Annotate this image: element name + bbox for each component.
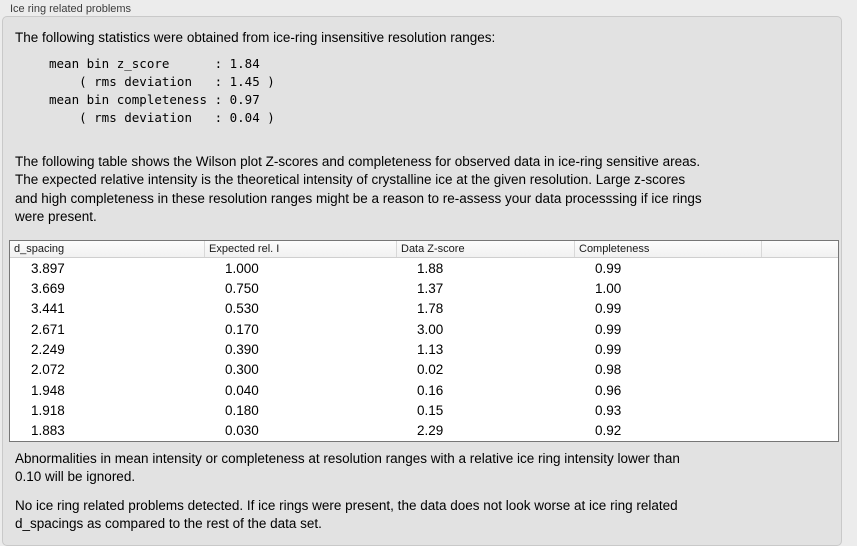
cell-data-z-score: 1.37: [417, 280, 444, 296]
description-text: The following table shows the Wilson plo…: [15, 154, 702, 224]
cell-data-z-score: 2.29: [417, 423, 444, 439]
cell-d-spacing: 1.948: [31, 382, 65, 398]
cell-completeness: 0.99: [595, 301, 622, 317]
cell-d-spacing: 2.671: [31, 321, 65, 337]
table-row[interactable]: 3.897 1.000 1.88 0.99: [10, 258, 838, 278]
cell-completeness: 0.92: [595, 423, 622, 439]
cell-completeness: 0.93: [595, 402, 622, 418]
table-header-row: d_spacing Expected rel. I Data Z-score C…: [10, 241, 838, 258]
cell-expected-rel-i: 0.170: [225, 321, 259, 337]
cell-expected-rel-i: 0.300: [225, 362, 259, 378]
table-row[interactable]: 2.072 0.300 0.02 0.98: [10, 360, 838, 380]
stats-block: mean bin z_score : 1.84 ( rms deviation …: [49, 56, 275, 125]
table-row[interactable]: 3.669 0.750 1.37 1.00: [10, 278, 838, 298]
cell-d-spacing: 3.897: [31, 260, 65, 276]
note-ignore-threshold: Abnormalities in mean intensity or compl…: [15, 451, 680, 485]
intro-text: The following statistics were obtained f…: [15, 30, 496, 45]
cell-data-z-score: 0.15: [417, 402, 444, 418]
table-body: 3.897 1.000 1.88 0.99 3.669 0.750 1.37 1…: [10, 258, 838, 441]
table-row[interactable]: 3.441 0.530 1.78 0.99: [10, 299, 838, 319]
table-row[interactable]: 1.883 0.030 2.29 0.92: [10, 421, 838, 441]
cell-completeness: 1.00: [595, 280, 622, 296]
cell-data-z-score: 1.88: [417, 260, 444, 276]
cell-data-z-score: 3.00: [417, 321, 444, 337]
table-row[interactable]: 1.918 0.180 0.15 0.93: [10, 400, 838, 420]
cell-data-z-score: 1.78: [417, 301, 444, 317]
cell-d-spacing: 1.918: [31, 402, 65, 418]
cell-expected-rel-i: 0.040: [225, 382, 259, 398]
ice-ring-group-box: The following statistics were obtained f…: [2, 16, 842, 546]
column-header-completeness[interactable]: Completeness: [574, 241, 761, 257]
table-row[interactable]: 2.671 0.170 3.00 0.99: [10, 319, 838, 339]
column-header-d-spacing[interactable]: d_spacing: [14, 243, 65, 255]
column-header-expected-rel-i[interactable]: Expected rel. I: [204, 241, 396, 257]
cell-expected-rel-i: 0.030: [225, 423, 259, 439]
cell-expected-rel-i: 0.390: [225, 341, 259, 357]
column-header-spacer: [761, 241, 838, 257]
cell-d-spacing: 1.883: [31, 423, 65, 439]
cell-expected-rel-i: 0.750: [225, 280, 259, 296]
column-header-data-z-score[interactable]: Data Z-score: [396, 241, 574, 257]
cell-d-spacing: 2.249: [31, 341, 65, 357]
cell-data-z-score: 0.02: [417, 362, 444, 378]
cell-expected-rel-i: 0.180: [225, 402, 259, 418]
table-row[interactable]: 2.249 0.390 1.13 0.99: [10, 339, 838, 359]
cell-completeness: 0.99: [595, 341, 622, 357]
cell-expected-rel-i: 1.000: [225, 260, 259, 276]
cell-completeness: 0.99: [595, 260, 622, 276]
cell-expected-rel-i: 0.530: [225, 301, 259, 317]
cell-d-spacing: 3.441: [31, 301, 65, 317]
cell-data-z-score: 1.13: [417, 341, 444, 357]
cell-completeness: 0.96: [595, 382, 622, 398]
note-conclusion: No ice ring related problems detected. I…: [15, 498, 678, 532]
table-row[interactable]: 1.948 0.040 0.16 0.96: [10, 380, 838, 400]
ice-ring-table: d_spacing Expected rel. I Data Z-score C…: [9, 240, 839, 442]
cell-d-spacing: 2.072: [31, 362, 65, 378]
panel-title: Ice ring related problems: [10, 3, 132, 15]
cell-completeness: 0.99: [595, 321, 622, 337]
cell-completeness: 0.98: [595, 362, 622, 378]
cell-data-z-score: 0.16: [417, 382, 444, 398]
cell-d-spacing: 3.669: [31, 280, 65, 296]
